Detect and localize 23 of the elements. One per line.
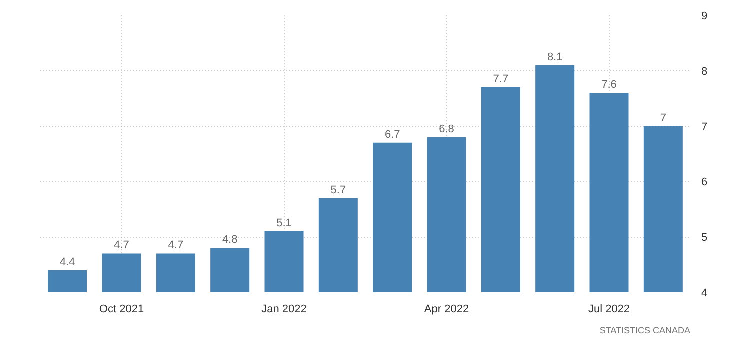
data-label: 4.7 — [114, 240, 130, 252]
data-label: 4.8 — [222, 234, 238, 246]
y-tick-label: 7 — [702, 121, 708, 134]
data-label: 4.7 — [168, 240, 184, 252]
x-tick-label: Jul 2022 — [588, 304, 630, 316]
data-label: 7.7 — [493, 74, 509, 86]
x-tick-label: Oct 2021 — [99, 304, 144, 316]
x-tick-label: Jan 2022 — [262, 304, 307, 316]
y-tick-label: 8 — [702, 66, 708, 78]
data-label: 8.1 — [547, 51, 563, 64]
x-tick-label: Apr 2022 — [424, 304, 470, 316]
y-tick-label: 6 — [702, 176, 708, 189]
data-label: 6.7 — [384, 128, 400, 141]
data-label: 7.6 — [602, 79, 617, 92]
y-tick-label: 4 — [702, 288, 708, 300]
text: STATISTICS CANADA — [600, 326, 691, 336]
data-label: 7 — [660, 112, 666, 124]
data-label: 4.4 — [60, 256, 76, 268]
y-tick-label: 5 — [702, 232, 708, 244]
data-label: 5.7 — [330, 184, 346, 196]
y-tick-label: 9 — [702, 10, 708, 22]
data-label: 5.1 — [276, 218, 292, 230]
data-label: 6.8 — [439, 123, 454, 136]
